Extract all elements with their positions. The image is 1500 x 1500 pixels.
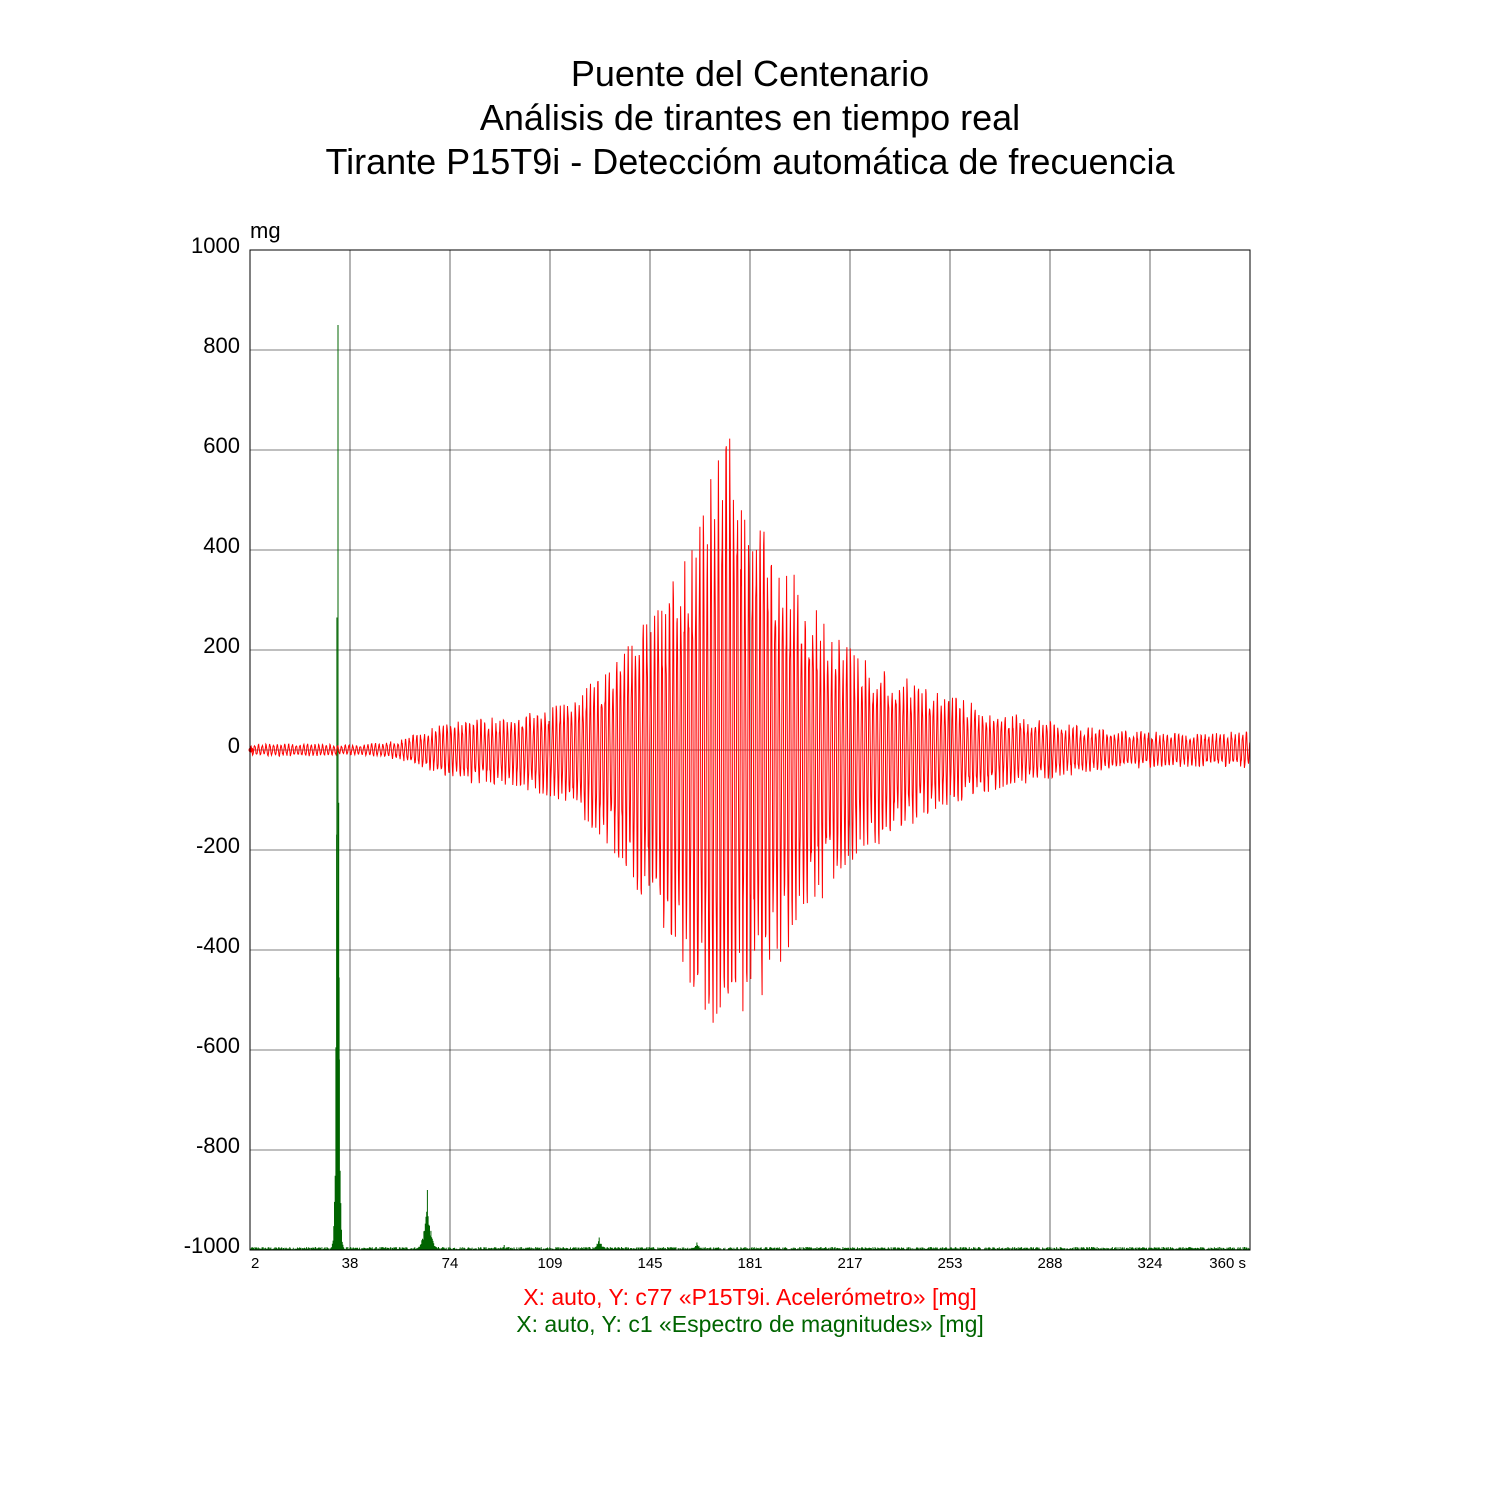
plot-frame [249, 249, 1251, 1251]
x-tick-label: 253 [937, 1255, 962, 1272]
x-tick-label: 288 [1037, 1255, 1062, 1272]
y-tick-label: -200 [196, 833, 240, 858]
y-tick-label: 200 [203, 633, 240, 658]
y-tick-label: -600 [196, 1033, 240, 1058]
chart-title-line-1: Puente del Centenario [570, 53, 930, 94]
y-tick-label: 400 [203, 533, 240, 558]
y-axis-ticks: 1000 800 600 400 200 0 -200 -400 -600 -800 -1000 [184, 233, 240, 1258]
y-tick-label: -400 [196, 933, 240, 958]
x-tick-label: 217 [837, 1255, 862, 1272]
y-tick-label: -1000 [184, 1233, 240, 1258]
x-tick-label: 109 [537, 1255, 562, 1272]
x-tick-label: 38 [342, 1255, 359, 1272]
x-axis-ticks: 2 38 74 109 145 181 217 253 288 324 360 s [251, 1255, 1246, 1272]
y-tick-label: -800 [196, 1133, 240, 1158]
x-tick-label: 145 [637, 1255, 662, 1272]
y-tick-label: 1000 [191, 233, 240, 258]
legend-spectrum: X: auto, Y: c1 «Espectro de magnitudes» … [516, 1311, 984, 1337]
x-tick-label: 360 s [1209, 1255, 1246, 1272]
legend-accelerometer: X: auto, Y: c77 «P15T9i. Acelerómetro» [… [523, 1284, 977, 1310]
accelerometer-start-marker [248, 747, 254, 753]
y-tick-label: 600 [203, 433, 240, 458]
chart-title-line-2: Análisis de tirantes en tiempo real [479, 97, 1021, 138]
series-accelerometer [248, 438, 1251, 1023]
x-tick-label: 2 [251, 1255, 259, 1272]
accelerometer-line [249, 438, 1251, 1023]
chart-title-line-3: Tirante P15T9i - Deteccióm automática de… [325, 141, 1175, 182]
y-tick-label: 800 [203, 333, 240, 358]
x-tick-label: 74 [442, 1255, 459, 1272]
y-axis-label: mg [250, 218, 281, 243]
y-tick-label: 0 [228, 733, 240, 758]
x-tick-label: 181 [737, 1255, 762, 1272]
x-tick-label: 324 [1137, 1255, 1162, 1272]
